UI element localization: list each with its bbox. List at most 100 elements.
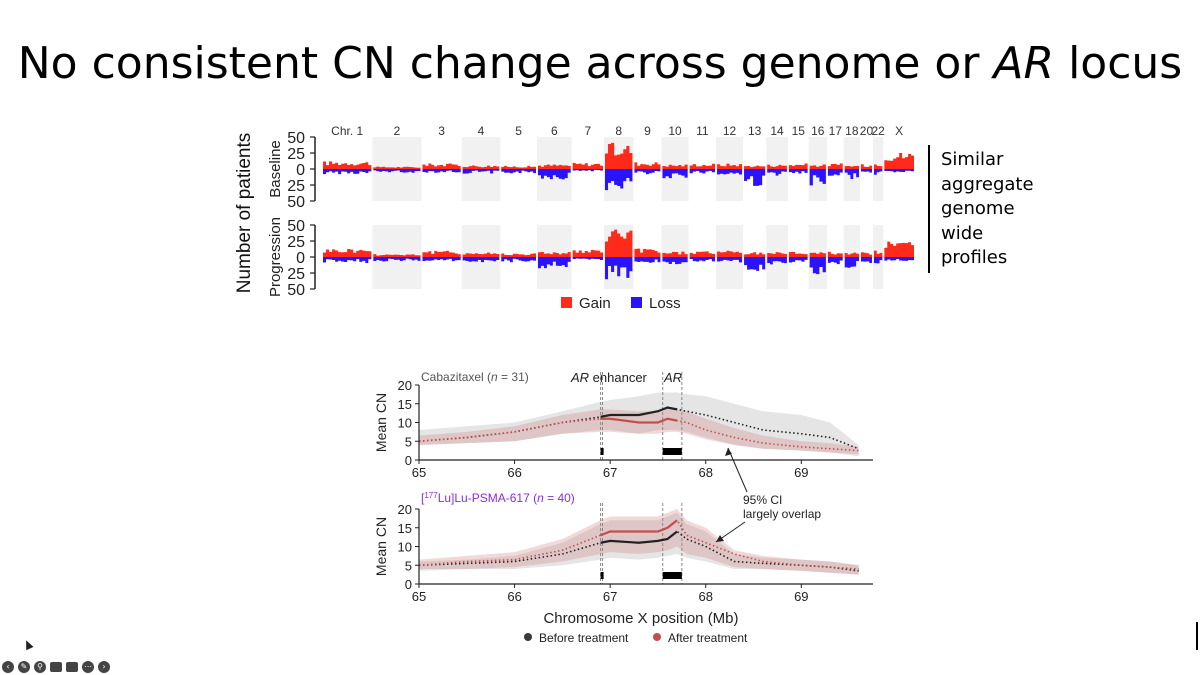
previous-slide-icon[interactable]: ‹ <box>2 661 14 673</box>
chromosome-label: 9 <box>644 124 651 138</box>
title-n: n <box>491 370 498 384</box>
loss-bar <box>844 257 859 268</box>
gain-bar <box>689 163 716 169</box>
y-tick-label: 25 <box>287 266 305 283</box>
x-axis-title: Chromosome X position (Mb) <box>543 610 738 627</box>
gain-bar <box>873 164 883 169</box>
gain-bar <box>537 164 571 169</box>
loss-bar <box>744 257 766 271</box>
loss-bar <box>860 257 872 263</box>
y-tick-label: 25 <box>287 234 305 251</box>
loss-bar <box>860 169 872 173</box>
subtitles-icon[interactable] <box>50 662 62 672</box>
panel-title-psma: [177Lu]Lu-PSMA-617 (n = 40) <box>421 491 575 506</box>
chromosome-label: 6 <box>551 124 558 138</box>
legend-dot-before <box>524 633 532 641</box>
chromosome-label: Chr. 1 <box>331 124 363 138</box>
ar-gene-block <box>662 448 682 455</box>
after-treatment-line <box>418 417 859 452</box>
panel-label: Progression <box>267 217 284 297</box>
gain-bar <box>373 254 421 257</box>
side-note-bracket <box>928 145 930 273</box>
y-tick-label: 25 <box>287 178 305 195</box>
more-options-icon[interactable]: ⋯ <box>82 661 94 673</box>
next-slide-icon[interactable]: › <box>98 661 110 673</box>
loss-bar <box>572 257 603 261</box>
loss-bar <box>717 257 743 263</box>
gain-bar <box>572 162 603 169</box>
loss-bar <box>744 169 766 186</box>
gain-bar <box>809 252 826 257</box>
loss-bar <box>873 169 883 175</box>
y-tick-label: 0 <box>296 250 305 267</box>
loss-bar <box>788 257 808 263</box>
loss-bar <box>422 169 461 173</box>
chromosome-label: 8 <box>615 124 622 138</box>
legend-label-gain: Gain <box>579 295 611 312</box>
gain-bar <box>422 250 461 257</box>
chromosome-label: 4 <box>478 124 485 138</box>
chromosome-label: X <box>895 124 903 138</box>
loss-bar <box>537 169 571 180</box>
loss-bar <box>689 169 716 174</box>
side-note-line: wide <box>941 222 984 244</box>
after-treatment-dense <box>600 519 678 537</box>
enhancer-block <box>600 448 604 455</box>
chromosome-label: 12 <box>723 124 737 138</box>
gain-bar <box>501 165 536 169</box>
x-tick-label: 65 <box>412 589 426 604</box>
ci-arrowhead-up <box>725 448 732 456</box>
gain-bar <box>662 251 688 257</box>
gain-bar <box>884 152 914 169</box>
loss-bar <box>501 169 536 174</box>
panel-title-cabazitaxel: Cabazitaxel (n = 31) <box>421 370 529 384</box>
loss-bar <box>717 169 743 175</box>
legend-label-loss: Loss <box>649 295 681 312</box>
gain-bar <box>860 164 872 169</box>
zoom-icon[interactable]: ⚲ <box>34 661 46 673</box>
loss-bar <box>767 169 787 176</box>
enhancer-label: AR enhancer <box>570 370 648 385</box>
chromosome-label: 13 <box>748 124 762 138</box>
title-part: 177 <box>424 491 438 500</box>
ar-gene-block <box>662 572 682 579</box>
chromosome-label: 5 <box>515 124 522 138</box>
enhancer-block <box>600 572 604 579</box>
gain-bar <box>604 142 633 169</box>
gain-bar <box>604 229 633 257</box>
y-tick-label: 5 <box>405 558 412 573</box>
gain-bar <box>717 163 743 169</box>
slide-title: No consistent CN change across genome or… <box>0 38 1200 89</box>
pen-icon[interactable]: ✎ <box>18 661 30 673</box>
loss-bar <box>462 257 500 263</box>
gain-bar <box>844 165 859 169</box>
chromosome-label: 11 <box>696 124 709 138</box>
gain-bar <box>501 253 536 257</box>
gain-bar <box>634 162 661 169</box>
camera-icon[interactable] <box>66 662 78 672</box>
y-tick-label: 50 <box>287 194 305 211</box>
loss-bar <box>634 257 661 263</box>
legend-label-before: Before treatment <box>539 631 629 645</box>
gain-bar <box>827 163 843 169</box>
loss-bar <box>884 257 914 261</box>
x-tick-label: 66 <box>507 589 521 604</box>
ar-label: AR <box>663 370 682 385</box>
y-tick-label: 50 <box>287 130 305 147</box>
presentation-toolbar: ‹ ✎ ⚲ ⋯ › <box>2 660 110 674</box>
loss-bar <box>501 257 536 263</box>
x-tick-label: 69 <box>794 589 808 604</box>
title-part: [ <box>421 491 425 505</box>
loss-bar <box>422 257 461 262</box>
chromosome-label: 3 <box>438 124 445 138</box>
x-tick-label: 69 <box>794 465 808 480</box>
y-tick-label: 20 <box>398 502 412 517</box>
chromosome-label: 16 <box>811 124 825 138</box>
title-part: n <box>537 491 544 505</box>
side-note-line: Similar <box>941 149 1004 170</box>
y-tick-label: 15 <box>398 521 412 536</box>
loss-bar <box>604 169 633 191</box>
chromosome-label: 14 <box>770 124 784 138</box>
before-treatment-dense <box>600 530 678 544</box>
x-tick-label: 66 <box>507 465 521 480</box>
